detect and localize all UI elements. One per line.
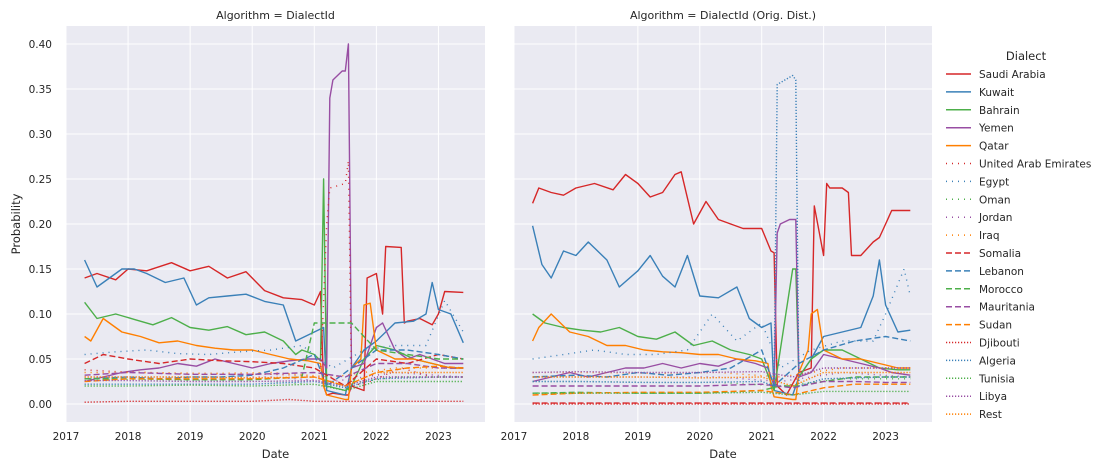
legend-label: Egypt	[979, 176, 1009, 188]
series-group	[83, 43, 464, 403]
series-group	[531, 74, 911, 405]
y-tick-label: 0.10	[29, 309, 52, 321]
legend-label: Bahrain	[979, 105, 1020, 117]
series-line-qatar	[84, 302, 464, 401]
legend-label: Mauritania	[979, 302, 1035, 314]
series-line-tunisia	[84, 380, 464, 392]
y-tick-label: 0.15	[29, 264, 52, 276]
x-tick-label: 2022	[363, 431, 390, 443]
legend-label: Djibouti	[979, 338, 1020, 350]
series-line-tunisia	[532, 390, 911, 396]
x-axis-label: Date	[262, 447, 290, 461]
series-line-algeria	[532, 74, 911, 387]
series-line-bahrain	[84, 178, 464, 392]
x-tick-label: 2022	[810, 431, 837, 443]
y-axis-label: Probability	[9, 193, 23, 254]
legend-label: Saudi Arabia	[979, 69, 1046, 81]
y-tick-label: 0.35	[29, 84, 52, 96]
legend-label: United Arab Emirates	[979, 159, 1091, 171]
series-line-iraq	[84, 367, 464, 378]
x-tick-label: 2019	[177, 431, 204, 443]
x-tick-label: 2023	[872, 431, 899, 443]
series-line-bahrain	[532, 268, 911, 392]
x-tick-label: 2020	[239, 431, 266, 443]
series-line-qatar	[531, 308, 911, 401]
legend-label: Kuwait	[979, 87, 1014, 99]
series-line-libya	[532, 367, 911, 378]
legend-label: Tunisia	[978, 373, 1015, 385]
series-line-kuwait	[83, 259, 464, 396]
y-tick-label: 0.20	[29, 219, 52, 231]
series-line-mauritania	[532, 380, 911, 389]
legend-label: Yemen	[978, 123, 1014, 135]
legend-title: Dialect	[1006, 49, 1047, 63]
panel-title: Algorithm = DialectId (Orig. Dist.)	[630, 9, 816, 22]
legend-label: Lebanon	[979, 266, 1024, 278]
panels: 2017 2018 2019 2020 2021 2022 2023 0.00 0.05 0.10…	[9, 9, 932, 461]
y-tick-label: 0.40	[29, 39, 52, 51]
x-tick-label: 2021	[748, 431, 775, 443]
y-tick-label: 0.25	[29, 174, 52, 186]
x-tick-label: 2021	[301, 431, 328, 443]
x-tick-label: 2018	[115, 431, 142, 443]
series-line-libya	[84, 376, 464, 387]
series-line-kuwait	[531, 225, 911, 396]
series-line-djibouti	[84, 398, 464, 403]
series-line-sudan	[84, 365, 464, 387]
x-axis-label: Date	[709, 447, 737, 461]
series-line-yemen	[84, 43, 464, 383]
legend-label: Somalia	[979, 248, 1021, 260]
series-line-rest	[532, 371, 911, 387]
series-line-lebanon	[84, 349, 464, 387]
panel-1: 2017 2018 2019 2020 2021 2022 2023 0.00 0.05 0.10…	[9, 9, 485, 461]
series-line-egypt	[532, 268, 911, 369]
series-line-mauritania	[84, 362, 464, 378]
series-line-rest	[84, 371, 464, 387]
x-tick-label: 2020	[686, 431, 713, 443]
legend-label: Iraq	[979, 230, 1000, 242]
legend-label: Oman	[979, 194, 1011, 206]
x-tick-label: 2019	[624, 431, 651, 443]
legend-label: Libya	[979, 391, 1007, 403]
legend-label: Morocco	[979, 284, 1023, 296]
x-tick-label: 2018	[563, 431, 590, 443]
legend-label: Rest	[979, 409, 1002, 421]
series-line-algeria	[84, 376, 464, 389]
series-line-morocco	[84, 322, 464, 381]
legend: Dialect Saudi Arabia Kuwait Bahrain Yemen Qa…	[946, 49, 1091, 421]
series-line-united-arab-emirates	[84, 160, 464, 387]
series-line-somalia	[84, 353, 464, 387]
x-tick-label: 2017	[53, 431, 80, 443]
y-tick-label: 0.00	[29, 399, 52, 411]
legend-label: Jordan	[978, 212, 1012, 224]
y-tick-label: 0.05	[29, 354, 52, 366]
y-tick-label: 0.30	[29, 129, 52, 141]
legend-label: Algeria	[979, 355, 1016, 367]
x-tick-label: 2023	[425, 431, 452, 443]
series-line-sudan	[532, 383, 911, 396]
series-line-saudi-arabia	[531, 171, 911, 396]
x-tick-label: 2017	[501, 431, 528, 443]
panel-title: Algorithm = DialectId	[216, 9, 335, 22]
series-line-lebanon	[532, 335, 911, 387]
legend-label: Sudan	[979, 320, 1012, 332]
legend-label: Qatar	[979, 141, 1009, 153]
panel-2: 2017 2018 2019 2020 2021 2022 2023 Algorithm = …	[501, 9, 932, 461]
